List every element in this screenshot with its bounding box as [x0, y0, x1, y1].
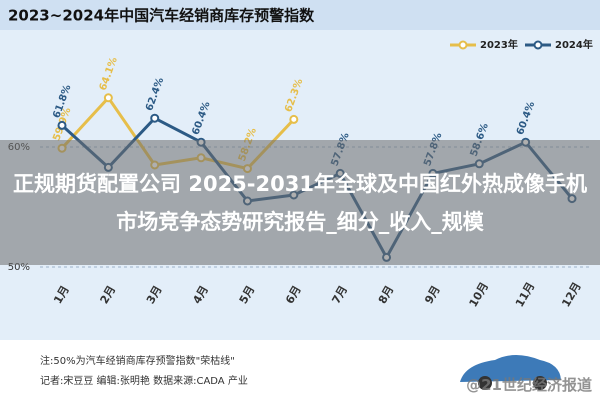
wheel: [533, 376, 547, 390]
footer-note: 注:50%为汽车经销商库存预警指数"荣枯线": [40, 356, 235, 367]
x-tick-label: 1月: [51, 283, 72, 306]
legend-marker: [458, 40, 468, 50]
legend-label: 2024年: [555, 38, 593, 51]
x-tick-label: 9月: [422, 283, 443, 306]
legend-marker: [533, 40, 543, 50]
x-tick-label: 6月: [283, 283, 304, 306]
x-tick-label: 11月: [513, 280, 537, 309]
x-tick-label: 8月: [376, 283, 397, 306]
legend-label: 2023年: [480, 38, 518, 51]
overlay-banner: 正规期货配置公司 2025-2031年全球及中国红外热成像手机市场竞争态势研究报…: [0, 140, 600, 265]
chart-title: 2023~2024年中国汽车经销商库存预警指数: [8, 7, 315, 25]
x-tick-label: 2月: [98, 283, 119, 306]
data-label: 60.4%: [515, 100, 537, 136]
footer: 注:50%为汽车经销商库存预警指数"荣枯线" 记者:宋豆豆 编辑:张明艳 数据来…: [0, 340, 600, 400]
car-icon: [460, 355, 561, 390]
x-tick-label: 12月: [559, 280, 583, 309]
data-point: [289, 114, 299, 124]
x-tick-label: 7月: [329, 283, 350, 306]
footer-credits: 记者:宋豆豆 编辑:张明艳 数据来源:CADA 产业: [40, 376, 248, 387]
data-point: [103, 93, 113, 103]
data-label: 60.4%: [190, 100, 212, 136]
data-label: 62.4%: [144, 76, 166, 112]
watermark: @21世纪经济报道: [466, 376, 592, 394]
y-tick-label: 50%: [8, 262, 30, 273]
x-tick-label: 3月: [144, 283, 165, 306]
car-body: [460, 355, 561, 382]
data-label: 62.3%: [283, 77, 305, 113]
overlay-text: 正规期货配置公司 2025-2031年全球及中国红外热成像手机市场竞争态势研究报…: [13, 171, 587, 234]
x-tick-label: 5月: [237, 283, 258, 306]
title-bar: [0, 0, 600, 30]
x-tick-label: 4月: [190, 283, 211, 306]
wheel: [478, 376, 492, 390]
data-label: 64.1%: [98, 56, 120, 92]
x-tick-label: 10月: [467, 280, 491, 309]
data-point: [57, 120, 67, 130]
data-point: [150, 113, 160, 123]
